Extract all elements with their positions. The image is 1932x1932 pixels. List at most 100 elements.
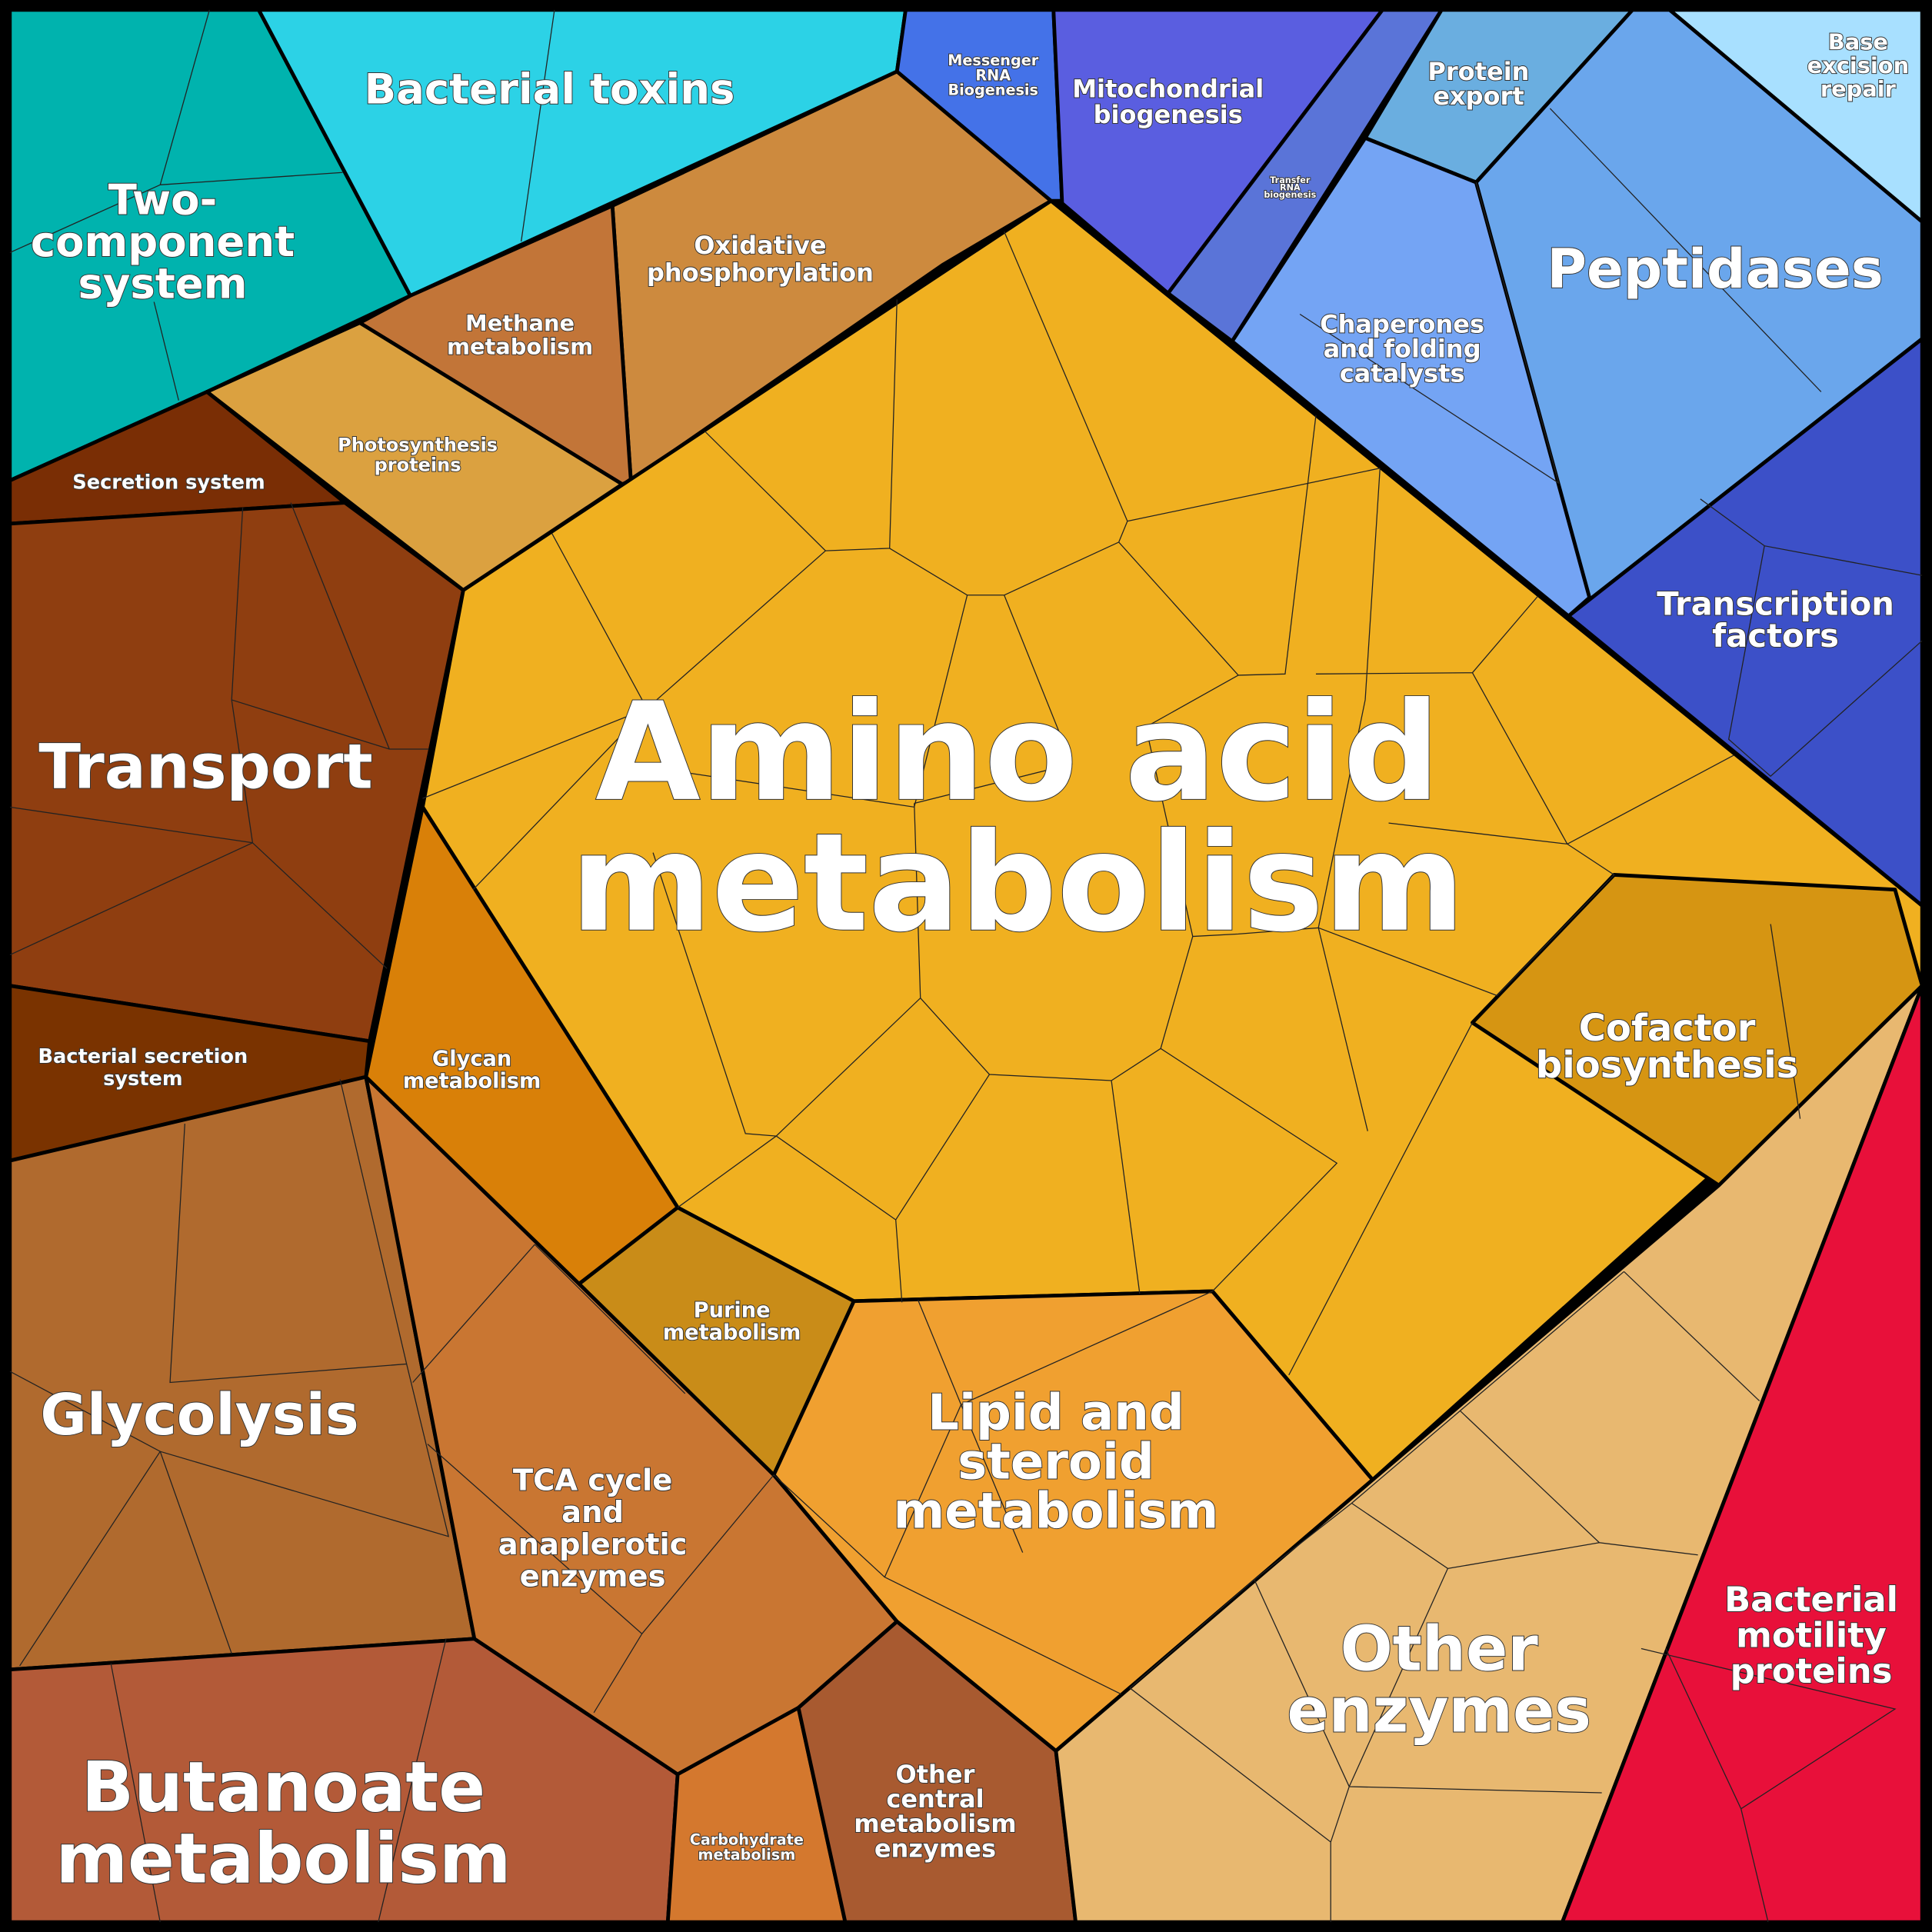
sub-cell-line <box>9 1079 774 1714</box>
region-label: Base excision repair <box>1807 29 1910 102</box>
label-line: Photosynthesis <box>338 435 498 456</box>
region-label: Photosynthesis proteins <box>338 435 498 476</box>
label-line: component <box>31 217 295 266</box>
region-label: Bacterial motility proteins <box>1724 1579 1898 1691</box>
region-label: Transport <box>38 731 372 803</box>
label-line: metabolism <box>447 333 593 359</box>
region-label: Transfer RNA biogenesis <box>1264 175 1316 200</box>
label-line: biosynthesis <box>1536 1044 1798 1087</box>
label-line: Amino acid <box>595 673 1440 831</box>
regions <box>8 8 1924 1924</box>
label-line: metabolism <box>663 1321 801 1344</box>
label-line: Two- <box>108 175 217 225</box>
sub-cell-line <box>773 1291 1213 1695</box>
label-line: Purine <box>694 1299 771 1323</box>
label-line: central <box>886 1784 984 1814</box>
region-label: Oxidative phosphorylation <box>647 231 874 287</box>
label-line: Butanoate <box>82 1747 485 1827</box>
label-line: Glycolysis <box>40 1383 358 1448</box>
label-line: enzymes <box>1287 1675 1591 1747</box>
sub-cells <box>9 9 1923 1923</box>
label-line: Other <box>1341 1614 1539 1685</box>
label-line: Protein <box>1427 57 1529 86</box>
label-line: repair <box>1820 75 1897 102</box>
label-line: enzymes <box>874 1834 996 1863</box>
sub-cell-line <box>9 9 343 401</box>
region-label: Chaperones and folding catalysts <box>1320 310 1484 388</box>
region-label: Two-component system <box>31 175 295 308</box>
label-line: Bacterial secretion <box>38 1045 248 1068</box>
label-line: factors <box>1712 617 1839 655</box>
label-line: Methane <box>465 310 575 336</box>
label-line: metabolism <box>56 1819 511 1899</box>
label-line: Secretion system <box>72 471 265 494</box>
label-line: biogenesis <box>1094 100 1243 129</box>
label-line: RNA <box>1280 182 1301 192</box>
label-line: enzymes <box>520 1559 666 1594</box>
label-line: phosphorylation <box>647 258 874 287</box>
region-label: Other central metabolism enzymes <box>854 1760 1016 1863</box>
label-line: anaplerotic <box>498 1527 688 1562</box>
region-label: Bacterial toxins <box>365 64 735 113</box>
sub-cell-line <box>1700 498 1923 778</box>
region-label: Lipid and steroid metabolism <box>894 1384 1219 1540</box>
label-line: Lipid and <box>928 1384 1184 1441</box>
region-label: Carbohydrate metabolism <box>690 1831 804 1864</box>
region-label: Secretion system <box>72 471 265 494</box>
region-label: Bacterial secretion system <box>38 1045 248 1091</box>
label-line: Other <box>896 1760 975 1789</box>
label-line: Transfer <box>1270 175 1311 185</box>
region-label: Messenger RNA Biogenesis <box>948 52 1039 98</box>
label-line: metabolism <box>403 1070 541 1094</box>
region-label: Other enzymes <box>1287 1614 1591 1747</box>
label-line: Base <box>1828 29 1888 55</box>
sub-cell-line <box>422 231 1801 1376</box>
label-line: Messenger <box>948 52 1039 69</box>
label-line: metabolism <box>854 1809 1016 1838</box>
sub-cell-line <box>110 1638 447 1923</box>
sub-cell-line <box>521 9 555 242</box>
label-line: catalysts <box>1340 359 1465 388</box>
region-label: TCA cycle and anaplerotic enzymes <box>498 1464 688 1594</box>
label-line: motility <box>1736 1615 1887 1656</box>
label-line: TCA cycle <box>513 1464 672 1498</box>
label-line: Transcription <box>1657 585 1894 623</box>
label-line: metabolism <box>571 804 1465 962</box>
label-line: Cofactor <box>1579 1007 1756 1050</box>
label-line: Transport <box>38 731 372 803</box>
label-line: metabolism <box>894 1484 1219 1541</box>
region-label: Mitochondrial biogenesis <box>1072 75 1264 130</box>
region-label: Transcription factors <box>1657 585 1894 655</box>
label-line: Bacterial toxins <box>365 64 735 113</box>
label-line: steroid <box>958 1434 1154 1491</box>
label-line: proteins <box>1730 1651 1893 1691</box>
sub-cell-line <box>1129 1271 1897 1923</box>
label-line: Chaperones <box>1320 310 1484 339</box>
sub-cell-line <box>9 502 429 969</box>
label-line: Biogenesis <box>948 82 1038 99</box>
label-line: and folding <box>1324 335 1481 364</box>
label-line: export <box>1433 82 1524 111</box>
region-label: Glycan metabolism <box>403 1048 541 1094</box>
label-line: Mitochondrial <box>1072 75 1264 104</box>
label-line: and <box>561 1495 624 1530</box>
label-line: proteins <box>375 454 461 475</box>
label-line: Glycan <box>432 1048 511 1071</box>
label-line: metabolism <box>698 1846 795 1864</box>
region-label: Glycolysis <box>40 1383 358 1448</box>
label-line: Peptidases <box>1547 238 1883 301</box>
label-line: Oxidative <box>694 231 826 260</box>
region-label: Protein export <box>1427 57 1529 111</box>
region-label: Purine metabolism <box>663 1299 801 1345</box>
label-line: system <box>103 1068 183 1091</box>
sub-cell-line <box>1299 108 1822 485</box>
label-line: Bacterial <box>1724 1579 1898 1620</box>
region-label: Methane metabolism <box>447 310 593 359</box>
region-label: Peptidases <box>1547 238 1883 301</box>
label-line: biogenesis <box>1264 190 1316 200</box>
label-line: Carbohydrate <box>690 1831 804 1849</box>
label-line: system <box>78 259 247 308</box>
